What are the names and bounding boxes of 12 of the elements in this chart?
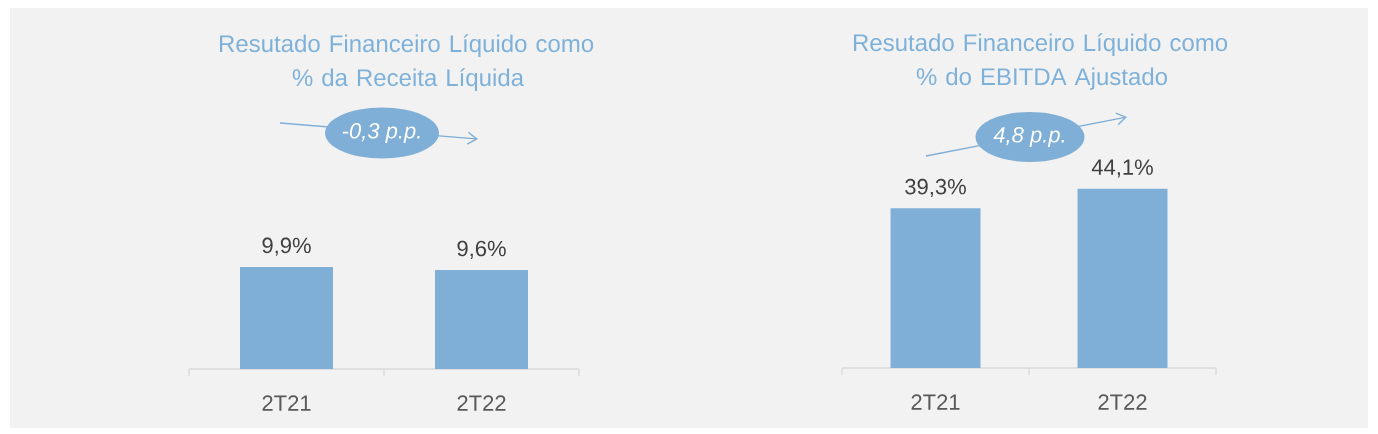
text: -0,3 p.p.	[342, 123, 420, 143]
data-label: 39,3%	[905, 178, 966, 198]
x-tick-label: 2T22	[1098, 394, 1147, 410]
x-tick-label: 2T21	[911, 394, 960, 410]
data-label: 44,1%	[1091, 159, 1153, 178]
data-label: 9,6%	[457, 240, 506, 259]
data-label: 9,9%	[262, 237, 311, 256]
x-tick-label: 2T21	[262, 395, 311, 411]
x-tick-label: 2T22	[457, 395, 506, 411]
chart-title: Resutado Financeiro Líquido como % do EBITDA Ajustado	[853, 33, 1228, 90]
chart-title: Resutado Financeiro Líquido como % da Receita Líquida	[219, 34, 594, 91]
text: 4,8 p.p.	[993, 127, 1064, 147]
